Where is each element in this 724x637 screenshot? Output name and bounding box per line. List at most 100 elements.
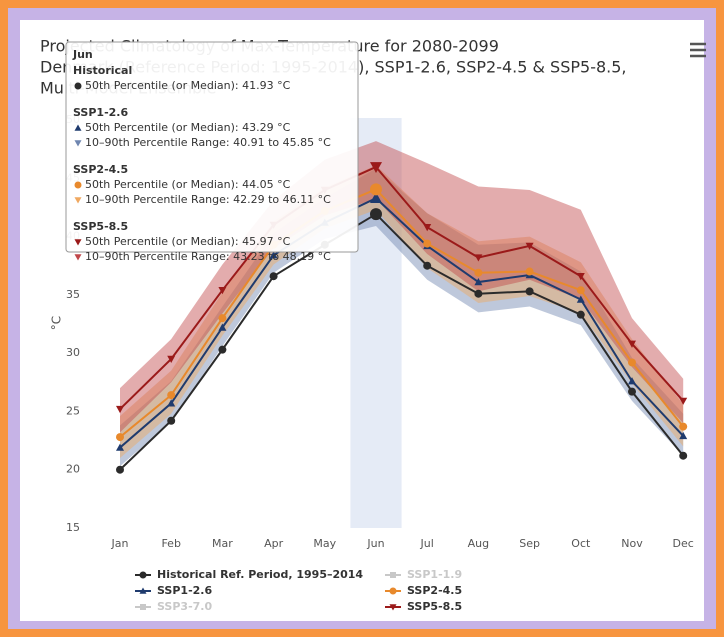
point: [74, 140, 82, 147]
point: [116, 433, 124, 442]
point: [576, 273, 585, 281]
point: [370, 183, 382, 196]
point: [74, 181, 82, 189]
point: [628, 340, 636, 348]
point: [576, 295, 585, 303]
point: [576, 310, 585, 319]
point: [269, 272, 278, 281]
tooltip: Jun Historical 50th Percentile (or Median)…: [65, 41, 359, 263]
y-tick-label: 35: [66, 288, 80, 301]
point: [167, 391, 176, 400]
tooltip-line: 50th Percentile (or Median): 44.05 °C: [85, 178, 291, 191]
tooltip-line: 50th Percentile (or Median): 45.97 °C: [85, 235, 291, 248]
x-tick-label: Sep: [519, 537, 540, 550]
point: [389, 587, 397, 595]
point: [218, 345, 227, 354]
tooltip-section-title: SSP1-2.6: [73, 106, 128, 119]
legend-item[interactable]: SSP5-8.5: [385, 600, 462, 613]
point: [167, 416, 176, 425]
point: [576, 286, 585, 295]
point: [423, 239, 432, 248]
legend-label: SSP1-2.6: [157, 584, 212, 597]
x-tick-label: Mar: [212, 537, 233, 550]
series-line: [119, 165, 684, 410]
point: [525, 267, 534, 276]
legend-symbol: [140, 604, 146, 610]
x-tick-label: Aug: [468, 537, 489, 550]
tooltip-line: 10–90th Percentile Range: 42.29 to 46.11…: [85, 193, 331, 206]
point: [679, 422, 688, 431]
point: [74, 197, 82, 204]
point: [474, 289, 483, 298]
y-axis-label: °C: [50, 316, 64, 330]
point: [389, 604, 397, 611]
point: [218, 286, 227, 295]
point: [218, 314, 227, 323]
point: [423, 261, 432, 270]
y-tick-label: 20: [66, 463, 80, 476]
point: [474, 278, 483, 286]
legend-item[interactable]: SSP3-7.0: [135, 600, 212, 613]
point: [628, 387, 636, 396]
point: [370, 192, 382, 204]
legend-label: SSP3-7.0: [157, 600, 212, 613]
point: [139, 587, 147, 594]
point: [370, 162, 382, 173]
x-tick-label: May: [313, 537, 336, 550]
point: [679, 397, 688, 405]
legend-item[interactable]: SSP2-4.5: [385, 584, 462, 597]
legend-label: SSP2-4.5: [407, 584, 462, 597]
legend-label: SSP5-8.5: [407, 600, 462, 613]
x-tick-label: Oct: [571, 537, 591, 550]
series-line: [119, 188, 684, 438]
range-band: [120, 141, 684, 433]
series-line: [119, 212, 684, 471]
tooltip-section-title: SSP2-4.5: [73, 163, 128, 176]
point: [679, 431, 688, 440]
point: [370, 208, 382, 221]
range-band: [120, 168, 684, 467]
tooltip-line: 10–90th Percentile Range: 40.91 to 45.85…: [85, 136, 331, 149]
point: [628, 377, 636, 385]
tooltip-section-title: Historical: [73, 64, 132, 77]
point: [167, 355, 176, 363]
point: [474, 254, 483, 262]
point: [74, 82, 82, 90]
x-tick-label: Jun: [366, 537, 384, 550]
legend-label: SSP1-1.9: [407, 568, 462, 581]
x-tick-label: Feb: [161, 537, 180, 550]
x-tick-label: Jan: [111, 537, 129, 550]
legend-item[interactable]: SSP1-2.6: [135, 584, 212, 597]
legend-label: Historical Ref. Period, 1995–2014: [157, 568, 363, 581]
legend-item[interactable]: SSP1-1.9: [385, 568, 462, 581]
series-line: [119, 197, 684, 449]
tooltip-category: Jun: [72, 48, 93, 61]
y-tick-label: 25: [66, 404, 80, 417]
point: [74, 124, 82, 131]
point: [116, 405, 124, 414]
legend-item[interactable]: Historical Ref. Period, 1995–2014: [135, 568, 363, 581]
tooltip-section-title: SSP5-8.5: [73, 220, 128, 233]
point: [628, 358, 636, 367]
point: [167, 399, 176, 407]
point: [474, 268, 483, 277]
point: [525, 287, 534, 296]
point: [525, 242, 534, 250]
menu-icon[interactable]: [690, 42, 706, 58]
point: [679, 451, 688, 460]
point: [116, 443, 124, 451]
tooltip-line: 10–90th Percentile Range: 43.23 to 48.19…: [85, 250, 331, 263]
y-tick-label: 30: [66, 346, 80, 359]
x-tick-label: Dec: [673, 537, 694, 550]
x-tick-label: Jul: [420, 537, 434, 550]
tooltip-box: [65, 41, 359, 253]
y-tick-label: 15: [66, 521, 80, 534]
point: [269, 251, 278, 259]
legend-symbol: [390, 572, 396, 578]
tooltip-line: 50th Percentile (or Median): 43.29 °C: [85, 121, 291, 134]
point: [139, 571, 147, 579]
point: [116, 465, 124, 474]
point: [218, 323, 227, 331]
